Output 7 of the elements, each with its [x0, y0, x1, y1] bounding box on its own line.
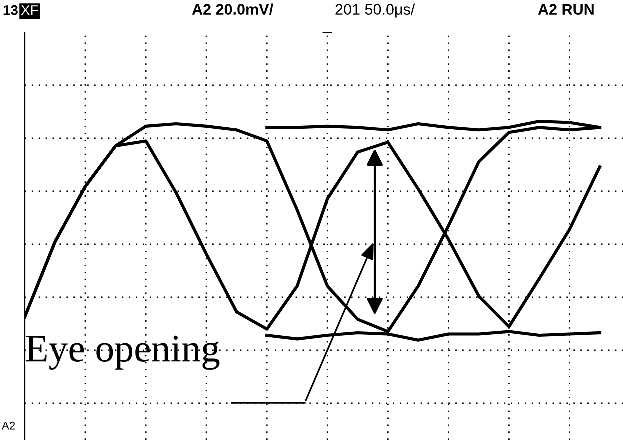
annotation: Eye opening — [26, 336, 220, 370]
text: 13 — [4, 5, 18, 16]
text: 201 50.0μs/ — [336, 4, 416, 18]
text: A2 — [2, 422, 16, 430]
text: A2 20.0mV/ — [192, 4, 274, 16]
text: XF — [21, 6, 38, 16]
text: A2 RUN — [538, 4, 594, 15]
